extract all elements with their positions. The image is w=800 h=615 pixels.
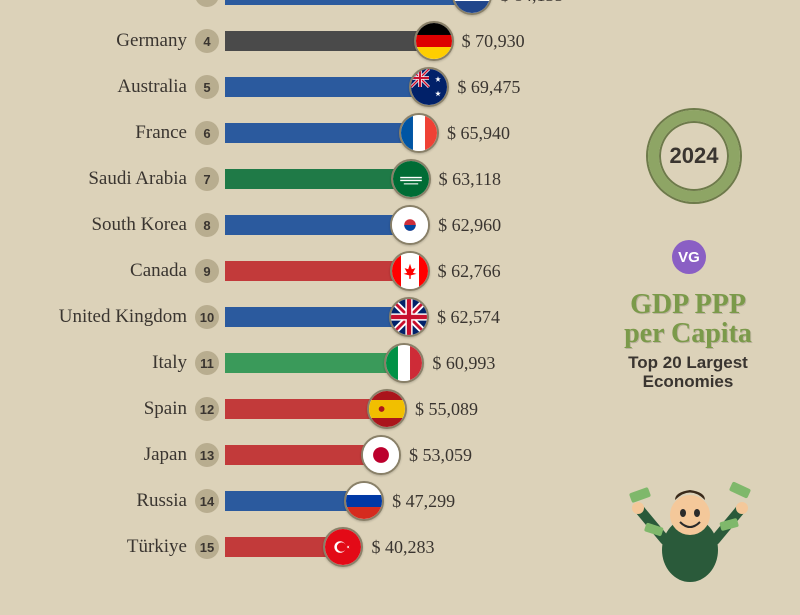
title-block: GDP PPP per Capita Top 20 Largest Econom… [598, 290, 778, 392]
country-label: Saudi Arabia [0, 168, 195, 190]
bar-wrap [225, 261, 410, 281]
chart-row: Spain 12 $ 55,089 [0, 386, 800, 432]
bar-wrap [225, 399, 387, 419]
flag-icon [367, 389, 407, 429]
bar-wrap [225, 0, 472, 5]
bar [225, 123, 419, 143]
country-label: Russia [0, 490, 195, 512]
bar-wrap [225, 123, 419, 143]
bar [225, 307, 409, 327]
country-label: Italy [0, 352, 195, 374]
rank-badge: 10 [195, 305, 219, 329]
flag-icon [399, 113, 439, 153]
flag-icon [409, 67, 449, 107]
bar-wrap [225, 77, 429, 97]
chart-row: Netherlands 3 $ 84,135 [0, 0, 800, 18]
flag-icon [389, 297, 429, 337]
rank-badge: 4 [195, 29, 219, 53]
country-label: Australia [0, 76, 195, 98]
rank-badge: 14 [195, 489, 219, 513]
country-label: Netherlands [0, 0, 195, 6]
bar-wrap [225, 31, 434, 51]
title-line1: GDP PPP [598, 290, 778, 319]
country-label: South Korea [0, 214, 195, 236]
bar-wrap [225, 307, 409, 327]
country-label: Canada [0, 260, 195, 282]
flag-icon [390, 205, 430, 245]
title-subtitle: Top 20 Largest Economies [598, 353, 778, 392]
rank-badge: 7 [195, 167, 219, 191]
year-badge: 2024 [648, 110, 740, 202]
flag-icon [361, 435, 401, 475]
bar [225, 169, 411, 189]
bar [225, 31, 434, 51]
country-label: France [0, 122, 195, 144]
flag-icon [452, 0, 492, 15]
rank-badge: 8 [195, 213, 219, 237]
rank-badge: 15 [195, 535, 219, 559]
rank-badge: 11 [195, 351, 219, 375]
bar-wrap [225, 215, 410, 235]
country-label: Spain [0, 398, 195, 420]
bar [225, 353, 404, 373]
year-text: 2024 [670, 143, 719, 169]
bar [225, 0, 472, 5]
bar [225, 77, 429, 97]
bar [225, 399, 387, 419]
rank-badge: 5 [195, 75, 219, 99]
title-line2: per Capita [598, 319, 778, 348]
cartoon-person-icon [620, 470, 760, 610]
year-ring: 2024 [648, 110, 740, 202]
bar [225, 445, 381, 465]
flag-icon [323, 527, 363, 567]
country-label: Japan [0, 444, 195, 466]
chart-row: Germany 4 $ 70,930 [0, 18, 800, 64]
rank-badge: 12 [195, 397, 219, 421]
flag-icon [414, 21, 454, 61]
bar-wrap [225, 169, 411, 189]
rank-badge: 13 [195, 443, 219, 467]
country-label: Germany [0, 30, 195, 52]
rank-badge: 9 [195, 259, 219, 283]
rank-badge: 3 [195, 0, 219, 7]
flag-icon [344, 481, 384, 521]
flag-icon [384, 343, 424, 383]
bar-wrap [225, 537, 343, 557]
vg-logo: VG [672, 240, 706, 274]
bar [225, 215, 410, 235]
flag-icon [390, 251, 430, 291]
bar-wrap [225, 353, 404, 373]
chart-row: Australia 5 $ 69,475 [0, 64, 800, 110]
country-label: United Kingdom [0, 306, 195, 328]
flag-icon [391, 159, 431, 199]
bar [225, 261, 410, 281]
vg-logo-text: VG [678, 249, 700, 266]
bar-wrap [225, 491, 364, 511]
country-label: Türkiye [0, 536, 195, 558]
bar-wrap [225, 445, 381, 465]
rank-badge: 6 [195, 121, 219, 145]
